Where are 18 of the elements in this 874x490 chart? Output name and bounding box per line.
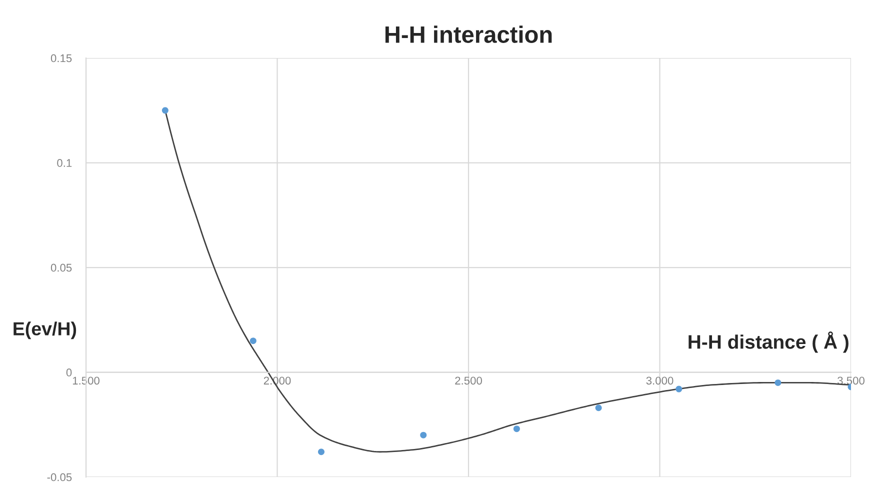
point (774, 379, 782, 386)
x-tick-label: 3.000 (646, 376, 674, 385)
y-tick-label: 0.15 (50, 54, 72, 62)
y-tick-label: 0 (66, 368, 72, 376)
chart-title: H-H interaction (385, 26, 552, 43)
point (162, 107, 168, 114)
y-tick-label: 0.1 (57, 159, 72, 167)
point (250, 338, 256, 344)
y-tick-label: 0.05 (50, 264, 72, 272)
y-tick-label: -0.05 (47, 473, 72, 482)
x-tick-label: 2.500 (455, 376, 482, 385)
point (513, 426, 520, 432)
y-axis-title: E(ev/H) (14, 322, 76, 340)
point (595, 404, 602, 412)
point (676, 386, 682, 392)
point (318, 448, 324, 456)
point (420, 432, 427, 438)
x-axis-title: H-H distance ( Å ) (688, 331, 848, 353)
